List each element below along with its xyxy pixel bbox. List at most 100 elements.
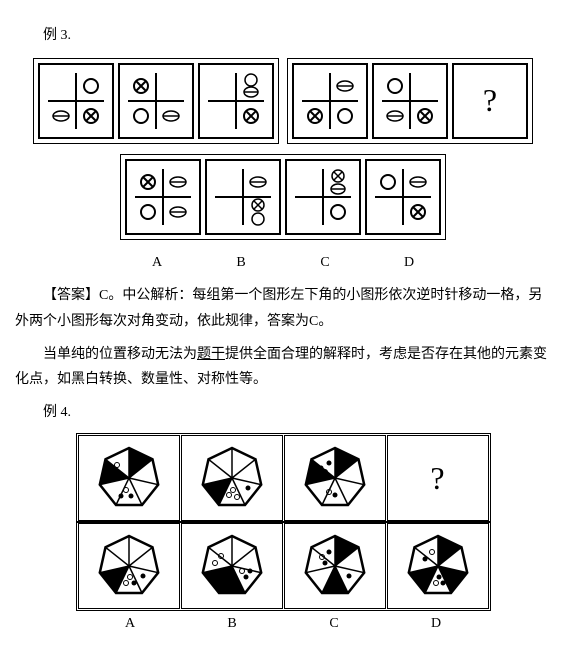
heptagon-cell [78, 435, 180, 521]
grid-box [198, 63, 274, 139]
example3-options-row [15, 154, 551, 240]
heptagon-icon [194, 440, 270, 516]
example3-label: 例 3. [15, 23, 551, 48]
option-label-c: C [283, 611, 385, 636]
circle-icon [139, 203, 157, 221]
example3-option-labels: A B C D [15, 250, 551, 275]
example3-group2: ? [287, 58, 533, 144]
cell-br [410, 101, 440, 131]
option-label-a: A [79, 611, 181, 636]
cell-br [403, 197, 433, 227]
question-cell: ? [387, 435, 489, 521]
cross-circle-icon [242, 107, 260, 125]
option-label-d: D [385, 611, 487, 636]
circle-icon [379, 173, 397, 191]
diamond-icon [249, 176, 267, 188]
option-label-c: C [287, 250, 363, 275]
heptagon-cell [181, 435, 283, 521]
cell-tr [243, 167, 273, 197]
cell-tl [133, 167, 163, 197]
heptagon-icon [91, 528, 167, 604]
cell-tr [323, 167, 353, 197]
cell-bl [133, 197, 163, 227]
cell-tl [380, 71, 410, 101]
option-a-cell [78, 523, 180, 609]
grid-box [372, 63, 448, 139]
diamond-icon [169, 176, 187, 188]
cell-tr [236, 71, 266, 101]
cell-bl [213, 197, 243, 227]
option-b-cell [181, 523, 283, 609]
cell-br [163, 197, 193, 227]
cell-br [76, 101, 106, 131]
heptagon-icon [400, 528, 476, 604]
example3-group1 [33, 58, 279, 144]
cell-tl [213, 167, 243, 197]
cell-tl [293, 167, 323, 197]
circle-icon [336, 107, 354, 125]
option-d-cell [387, 523, 489, 609]
option-label-b: B [181, 611, 283, 636]
example4-row2 [76, 521, 491, 611]
cell-tl [126, 71, 156, 101]
option-c [285, 159, 361, 235]
question-mark: ? [454, 65, 526, 137]
cell-bl [300, 101, 330, 131]
cell-bl [373, 197, 403, 227]
grid-box [118, 63, 194, 139]
diamond-icon [409, 176, 427, 188]
grid-box [292, 63, 368, 139]
example4-option-labels: A B C D [79, 611, 487, 636]
para2-underline: 题干 [197, 347, 225, 362]
cross-circle-icon [416, 107, 434, 125]
cross-circle-icon [82, 107, 100, 125]
stack-icon [249, 198, 267, 226]
cell-bl [293, 197, 323, 227]
answer-text: 【答案】C。中公解析：每组第一个图形左下角的小图形依次逆时针移动一格，另外两个小… [15, 283, 551, 333]
example4-label: 例 4. [15, 400, 551, 425]
cell-tl [300, 71, 330, 101]
cell-tl [373, 167, 403, 197]
question-box: ? [452, 63, 528, 139]
heptagon-cell [284, 435, 386, 521]
option-b [205, 159, 281, 235]
cell-br [236, 101, 266, 131]
option-a [125, 159, 201, 235]
cross-circle-icon [139, 173, 157, 191]
example3-row1: ? [15, 58, 551, 144]
diamond-icon [386, 110, 404, 122]
cell-br [243, 197, 273, 227]
cell-br [330, 101, 360, 131]
grid-box [38, 63, 114, 139]
option-label-d: D [371, 250, 447, 275]
cell-bl [380, 101, 410, 131]
cell-br [323, 197, 353, 227]
cell-bl [126, 101, 156, 131]
circle-icon [82, 77, 100, 95]
example4-container: ? A B C D [15, 433, 551, 636]
example3-options [120, 154, 446, 240]
stack-icon [242, 73, 260, 99]
cross-circle-icon [306, 107, 324, 125]
cell-tl [46, 71, 76, 101]
option-d [365, 159, 441, 235]
cell-tr [410, 71, 440, 101]
diamond-icon [336, 80, 354, 92]
circle-icon [329, 203, 347, 221]
cell-tr [163, 167, 193, 197]
heptagon-icon [297, 528, 373, 604]
heptagon-icon [297, 440, 373, 516]
cell-tl [206, 71, 236, 101]
cell-tr [403, 167, 433, 197]
circle-icon [386, 77, 404, 95]
option-label-a: A [119, 250, 195, 275]
cell-bl [46, 101, 76, 131]
paragraph-2: 当单纯的位置移动无法为题干提供全面合理的解释时，考虑是否存在其他的元素变化点，如… [15, 342, 551, 392]
cell-tr [330, 71, 360, 101]
cell-tr [76, 71, 106, 101]
diamond-icon [52, 110, 70, 122]
cell-br [156, 101, 186, 131]
para2-t1: 当单纯的位置移动无法为 [43, 347, 197, 362]
heptagon-icon [91, 440, 167, 516]
option-label-b: B [203, 250, 279, 275]
